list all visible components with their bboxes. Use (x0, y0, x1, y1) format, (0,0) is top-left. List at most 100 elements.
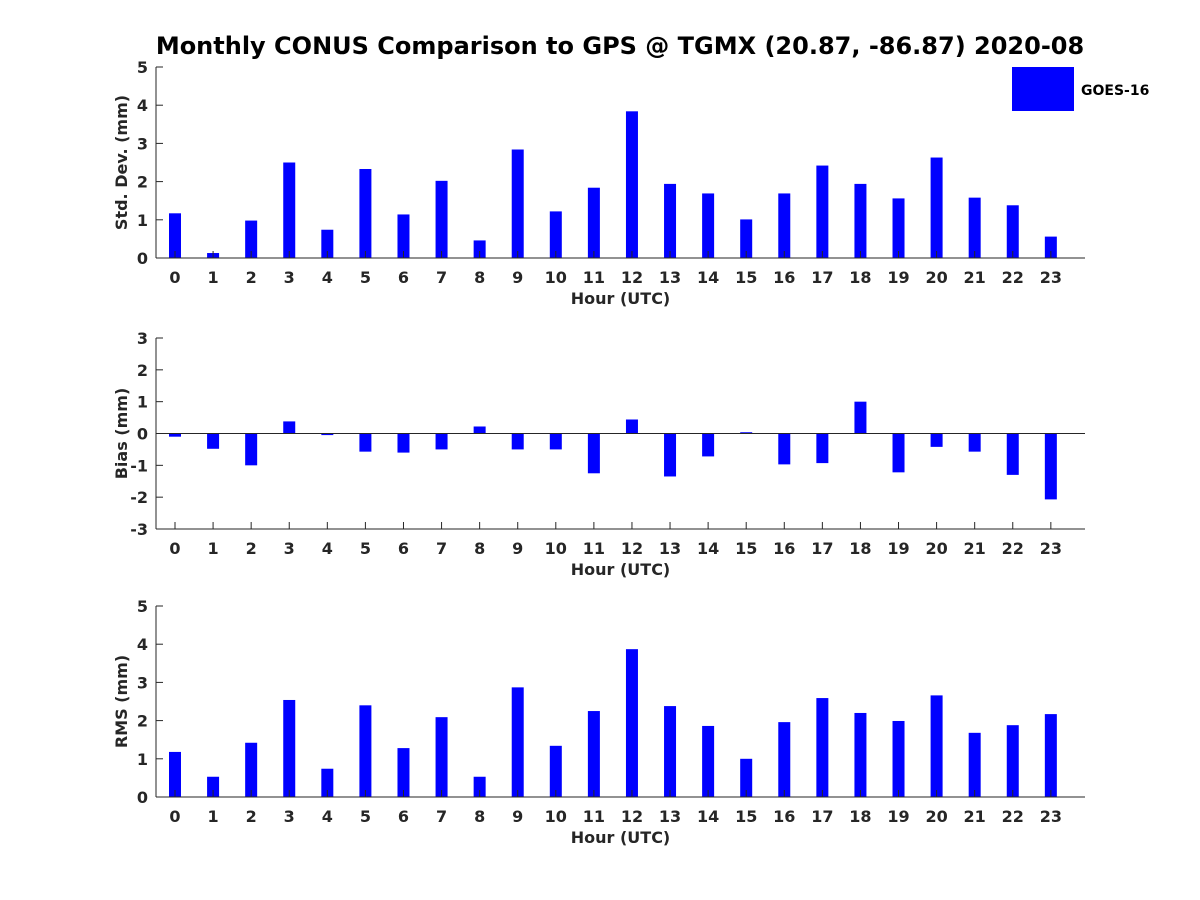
x-tick-label-bias: 16 (773, 539, 795, 558)
bar-rms-hour-21 (968, 732, 981, 797)
x-tick-label-stddev: 8 (474, 268, 485, 287)
bar-bias-hour-22 (1006, 433, 1019, 475)
chart-title: Monthly CONUS Comparison to GPS @ TGMX (… (156, 32, 1084, 60)
bar-rms-hour-3 (283, 699, 296, 797)
x-tick-label-bias: 18 (849, 539, 871, 558)
x-tick-label-stddev: 2 (246, 268, 257, 287)
x-tick-label-rms: 20 (925, 807, 947, 826)
x-tick-label-stddev: 11 (583, 268, 605, 287)
bar-stddev-hour-21 (968, 197, 981, 258)
bar-bias-hour-20 (930, 433, 943, 447)
bar-rms-hour-9 (511, 687, 524, 797)
bar-rms-hour-11 (587, 711, 600, 797)
x-tick-label-stddev: 3 (284, 268, 295, 287)
x-tick-label-bias: 7 (436, 539, 447, 558)
x-tick-label-rms: 10 (545, 807, 567, 826)
bar-stddev-hour-0 (169, 213, 181, 258)
x-tick-label-stddev: 19 (887, 268, 909, 287)
x-tick-label-stddev: 12 (621, 268, 643, 287)
y-axis-label-rms: RMS (mm) (112, 655, 131, 748)
bar-stddev-hour-23 (1044, 236, 1057, 258)
bar-rms-hour-17 (816, 698, 829, 797)
x-tick-label-rms: 7 (436, 807, 447, 826)
x-tick-label-rms: 2 (246, 807, 257, 826)
bar-stddev-hour-7 (435, 180, 448, 258)
x-tick-label-bias: 13 (659, 539, 681, 558)
x-tick-label-rms: 0 (169, 807, 180, 826)
y-tick-label-bias: -2 (130, 488, 148, 507)
y-tick-label-bias: 0 (137, 425, 148, 444)
bar-rms-hour-16 (778, 722, 791, 797)
x-tick-label-bias: 11 (583, 539, 605, 558)
y-tick-label-stddev: 5 (137, 58, 148, 77)
x-tick-label-bias: 2 (246, 539, 257, 558)
x-tick-label-rms: 13 (659, 807, 681, 826)
y-tick-label-bias: 2 (137, 361, 148, 380)
bar-rms-hour-22 (1006, 725, 1019, 797)
x-tick-label-bias: 21 (964, 539, 986, 558)
bar-bias-hour-0 (169, 433, 181, 437)
x-tick-label-stddev: 10 (545, 268, 567, 287)
y-tick-label-rms: 4 (137, 635, 148, 654)
bar-rms-hour-18 (854, 712, 867, 797)
x-tick-label-stddev: 18 (849, 268, 871, 287)
bar-bias-hour-7 (435, 433, 448, 450)
bar-stddev-hour-18 (854, 183, 867, 258)
bar-stddev-hour-10 (549, 211, 562, 258)
bar-bias-hour-12 (625, 419, 638, 434)
x-axis-label-rms: Hour (UTC) (571, 828, 671, 847)
x-tick-label-stddev: 20 (925, 268, 947, 287)
x-tick-label-stddev: 16 (773, 268, 795, 287)
x-tick-label-rms: 11 (583, 807, 605, 826)
x-tick-label-rms: 6 (398, 807, 409, 826)
x-tick-label-rms: 19 (887, 807, 909, 826)
x-tick-label-rms: 23 (1040, 807, 1062, 826)
bar-stddev-hour-14 (702, 193, 715, 258)
bar-bias-hour-8 (473, 426, 486, 434)
bar-bias-hour-3 (283, 421, 296, 434)
y-tick-label-rms: 0 (137, 788, 148, 807)
legend-swatch (1012, 67, 1074, 111)
y-tick-label-bias: 1 (137, 393, 148, 412)
x-tick-label-stddev: 14 (697, 268, 719, 287)
x-tick-label-stddev: 13 (659, 268, 681, 287)
bar-stddev-hour-17 (816, 165, 829, 258)
bar-bias-hour-1 (207, 433, 220, 449)
bar-rms-hour-13 (664, 706, 677, 797)
bar-rms-hour-15 (740, 758, 753, 797)
bar-bias-hour-23 (1044, 433, 1057, 500)
y-tick-label-rms: 5 (137, 597, 148, 616)
x-axis-label-bias: Hour (UTC) (571, 560, 671, 579)
x-tick-label-rms: 4 (322, 807, 333, 826)
x-tick-label-bias: 6 (398, 539, 409, 558)
x-tick-label-rms: 3 (284, 807, 295, 826)
x-tick-label-rms: 15 (735, 807, 757, 826)
bar-rms-hour-1 (207, 776, 220, 797)
x-tick-label-stddev: 23 (1040, 268, 1062, 287)
x-tick-label-bias: 9 (512, 539, 523, 558)
y-tick-label-stddev: 3 (137, 134, 148, 153)
bar-rms-hour-14 (702, 725, 715, 797)
x-tick-label-bias: 3 (284, 539, 295, 558)
x-tick-label-bias: 19 (887, 539, 909, 558)
x-tick-label-bias: 0 (169, 539, 180, 558)
bar-rms-hour-2 (245, 742, 258, 797)
bar-stddev-hour-13 (664, 183, 677, 258)
bar-bias-hour-4 (321, 433, 334, 436)
x-axis-label-stddev: Hour (UTC) (571, 289, 671, 308)
legend-label: GOES-16 (1081, 83, 1149, 99)
bar-stddev-hour-5 (359, 168, 372, 258)
x-tick-label-rms: 17 (811, 807, 833, 826)
bar-stddev-hour-12 (625, 111, 638, 258)
x-tick-label-stddev: 22 (1002, 268, 1024, 287)
bar-bias-hour-18 (854, 401, 867, 434)
bar-bias-hour-5 (359, 433, 372, 452)
x-tick-label-rms: 9 (512, 807, 523, 826)
y-tick-label-stddev: 2 (137, 173, 148, 192)
legend: GOES-16 (1012, 67, 1149, 111)
bar-rms-hour-5 (359, 705, 372, 797)
bar-stddev-hour-9 (511, 149, 524, 258)
x-tick-label-stddev: 21 (964, 268, 986, 287)
